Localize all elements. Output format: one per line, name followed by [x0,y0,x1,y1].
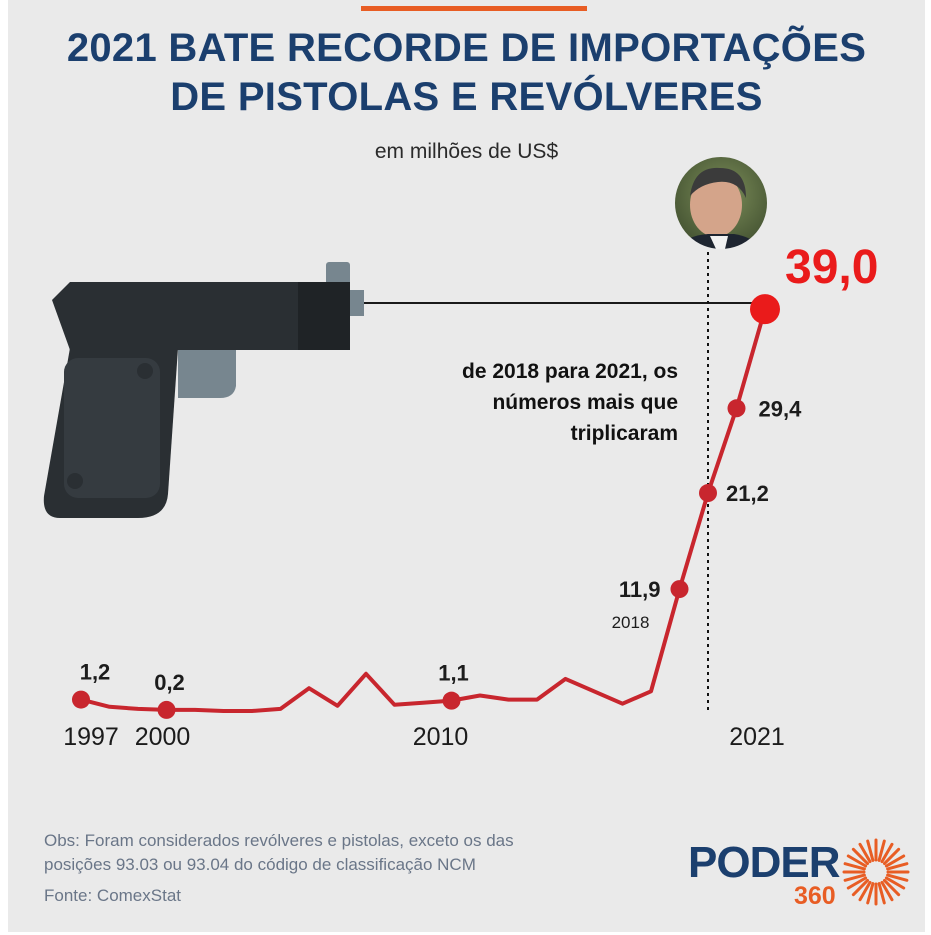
sun-ray [882,847,901,866]
sun-ray [851,847,870,866]
sun-ray [843,862,866,871]
sun-ray [884,854,906,868]
x-tick-label-2000: 2000 [135,723,191,751]
x-tick-label-2021: 2021 [729,723,785,751]
line-chart: 1,2 0,2 1,1 11,9 21,2 29,4 39,0 1997 2000 2010 201… [43,155,878,751]
obs-line-1: Obs: Foram considerados revólveres e pis… [44,831,514,850]
data-label-2018: 11,9 [619,577,661,602]
sun-ray [851,878,870,897]
sun-ray [884,876,906,890]
infographic-panel: 2021 BATE RECORDE DE IMPORTAÇÕES DE PIST… [8,0,925,932]
sun-ray [886,873,909,882]
accent-bar [361,6,587,11]
data-point-2010 [442,691,461,710]
source-note: Fonte: ComexStat [44,886,182,905]
data-point-1997 [72,690,90,709]
sun-ray [877,882,886,905]
gun-slide [52,282,350,350]
data-point-2000 [157,700,176,719]
title-line-2: DE PISTOLAS E REVÓLVERES [170,75,763,119]
sun-ray [866,882,875,905]
data-label-2000: 0,2 [154,670,185,695]
gun-screw-bottom [67,473,83,489]
gun-screw-top [137,363,153,379]
x-tick-label-1997: 1997 [63,723,119,751]
gun-slide-front [298,282,350,350]
sun-ray [858,842,872,864]
data-point-2021 [750,294,780,325]
page-title: 2021 BATE RECORDE DE IMPORTAÇÕES DE PIST… [8,24,925,122]
gun-trigger-guard [178,350,236,398]
x-tick-label-2010: 2010 [413,723,469,751]
series-line [80,308,767,713]
data-label-1997: 1,2 [80,660,111,685]
sun-ray [880,842,894,864]
data-label-2020: 29,4 [759,396,803,421]
sun-ray [846,854,868,868]
record-value-label: 39,0 [785,241,878,294]
chart-subtitle: em milhões de US$ [374,140,559,163]
logo-word: PODER [688,838,840,887]
sun-ray [858,880,872,902]
annotation-line-1: de 2018 para 2021, os [462,360,678,383]
data-point-2018 [670,580,689,599]
sun-ray [880,880,894,902]
title-line-1: 2021 BATE RECORDE DE IMPORTAÇÕES [66,26,867,70]
data-label-2010: 1,1 [438,661,469,686]
sun-ray [886,862,909,871]
sun-ray [843,873,866,882]
person-portrait-icon [673,155,769,251]
pistol-icon [43,262,364,518]
logo-number: 360 [794,882,836,910]
sun-rays-icon [842,838,910,906]
annotation-line-3: triplicaram [570,422,678,445]
gun-muzzle [346,290,364,316]
x-tick-label-2018: 2018 [612,613,650,632]
sun-ray [866,839,875,862]
data-point-2019 [699,484,717,503]
gun-grip-panel [64,358,160,498]
sun-ray [877,839,886,862]
annotation-line-2: números mais que [492,391,678,414]
poder360-logo: PODER 360 [688,836,918,916]
data-label-2019: 21,2 [726,481,769,506]
sun-ray [882,878,901,897]
obs-line-2: posições 93.03 ou 93.04 do código de cla… [44,855,476,874]
data-point-2020 [727,399,746,418]
footnotes: Obs: Foram considerados revólveres e pis… [44,829,664,908]
sun-ray [846,876,868,890]
chart-annotation: de 2018 para 2021, os números mais que t… [378,356,678,449]
